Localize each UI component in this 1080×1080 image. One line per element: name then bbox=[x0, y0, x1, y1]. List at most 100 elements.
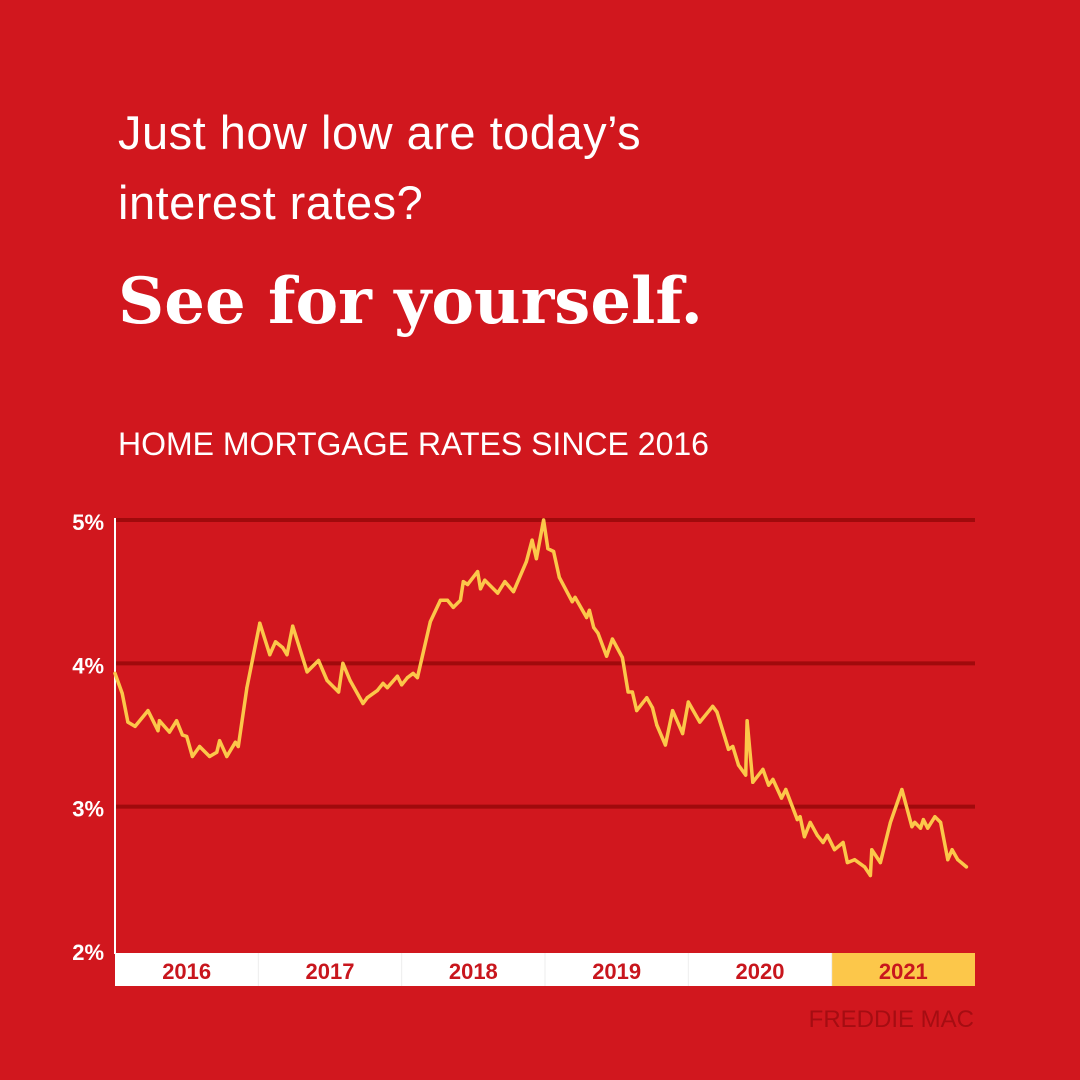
data-point bbox=[798, 815, 802, 819]
data-point bbox=[686, 700, 690, 704]
data-point bbox=[461, 580, 465, 584]
x-tick-label: 2016 bbox=[162, 959, 211, 984]
data-point bbox=[870, 848, 874, 852]
data-point bbox=[620, 656, 625, 660]
data-point bbox=[670, 709, 675, 713]
data-point bbox=[910, 825, 914, 829]
data-point bbox=[736, 763, 741, 767]
data-point bbox=[337, 690, 341, 694]
data-point bbox=[285, 653, 289, 657]
data-point bbox=[584, 615, 589, 620]
data-point bbox=[698, 720, 702, 724]
data-point bbox=[325, 678, 329, 683]
data-point bbox=[626, 690, 630, 694]
data-point bbox=[273, 640, 278, 644]
data-point bbox=[767, 783, 771, 787]
year-cell bbox=[115, 953, 259, 986]
data-point bbox=[771, 777, 775, 782]
data-point bbox=[825, 833, 829, 837]
data-point bbox=[921, 817, 926, 822]
rate-line bbox=[113, 518, 969, 878]
data-point bbox=[113, 671, 117, 675]
data-point bbox=[913, 820, 917, 825]
data-point bbox=[663, 743, 668, 747]
data-point bbox=[316, 658, 321, 663]
data-point bbox=[245, 686, 249, 690]
year-cell bbox=[688, 953, 832, 986]
data-point bbox=[956, 858, 960, 862]
data-point bbox=[281, 645, 285, 650]
data-point bbox=[795, 817, 799, 822]
data-point bbox=[305, 670, 309, 674]
x-tick-label: 2020 bbox=[736, 959, 785, 984]
x-tick-label: 2021 bbox=[879, 959, 928, 984]
data-point bbox=[411, 671, 415, 675]
data-point bbox=[156, 729, 160, 733]
data-point bbox=[552, 549, 556, 554]
data-point bbox=[348, 678, 352, 683]
data-point bbox=[605, 654, 609, 658]
y-tick-label: 5% bbox=[72, 510, 104, 535]
data-point bbox=[511, 590, 516, 594]
data-point bbox=[573, 595, 577, 600]
y-tick-label: 4% bbox=[72, 653, 104, 678]
data-point bbox=[375, 688, 379, 693]
data-point bbox=[853, 858, 857, 862]
data-point bbox=[478, 587, 483, 591]
data-point bbox=[258, 621, 262, 625]
tagline: See for yourself. bbox=[118, 264, 703, 339]
data-point bbox=[784, 787, 788, 792]
data-point bbox=[524, 559, 528, 564]
data-point bbox=[126, 720, 130, 724]
data-point bbox=[655, 723, 659, 727]
data-point bbox=[400, 683, 404, 687]
data-point bbox=[546, 547, 550, 551]
data-point bbox=[361, 701, 365, 706]
data-point bbox=[466, 582, 470, 587]
data-point bbox=[630, 690, 635, 694]
data-point bbox=[208, 754, 212, 759]
data-point bbox=[950, 848, 954, 852]
data-point bbox=[385, 686, 389, 690]
data-point bbox=[541, 518, 546, 522]
data-point bbox=[939, 820, 943, 825]
data-point bbox=[645, 696, 649, 700]
data-point bbox=[167, 730, 172, 734]
data-point bbox=[878, 860, 883, 865]
data-point bbox=[236, 744, 240, 749]
data-point bbox=[496, 591, 500, 595]
x-tick-label: 2018 bbox=[449, 959, 498, 984]
data-point bbox=[779, 796, 784, 800]
data-point bbox=[726, 747, 731, 751]
data-point bbox=[715, 710, 719, 714]
data-point bbox=[428, 620, 432, 624]
data-point bbox=[476, 570, 480, 574]
data-point bbox=[744, 773, 748, 777]
data-point bbox=[185, 734, 189, 739]
data-point bbox=[503, 580, 507, 584]
data-point bbox=[845, 860, 850, 865]
headline-line1: Just how low are today’s bbox=[118, 106, 642, 159]
data-point bbox=[596, 631, 600, 635]
data-point bbox=[808, 820, 812, 825]
data-point bbox=[751, 780, 755, 784]
data-point bbox=[197, 744, 202, 749]
data-point bbox=[175, 719, 179, 723]
data-point bbox=[815, 833, 819, 837]
data-point bbox=[635, 709, 639, 713]
data-point bbox=[133, 724, 137, 729]
data-point bbox=[650, 706, 655, 710]
data-point bbox=[557, 575, 561, 579]
data-point bbox=[225, 754, 229, 759]
data-point bbox=[711, 704, 715, 708]
data-point bbox=[218, 739, 222, 743]
data-point bbox=[745, 719, 749, 723]
data-point bbox=[731, 744, 735, 749]
data-point bbox=[900, 787, 904, 792]
data-point bbox=[863, 865, 867, 869]
data-point bbox=[964, 865, 969, 869]
y-tick-label: 3% bbox=[72, 797, 104, 822]
data-point bbox=[341, 661, 345, 665]
data-point bbox=[918, 826, 923, 830]
